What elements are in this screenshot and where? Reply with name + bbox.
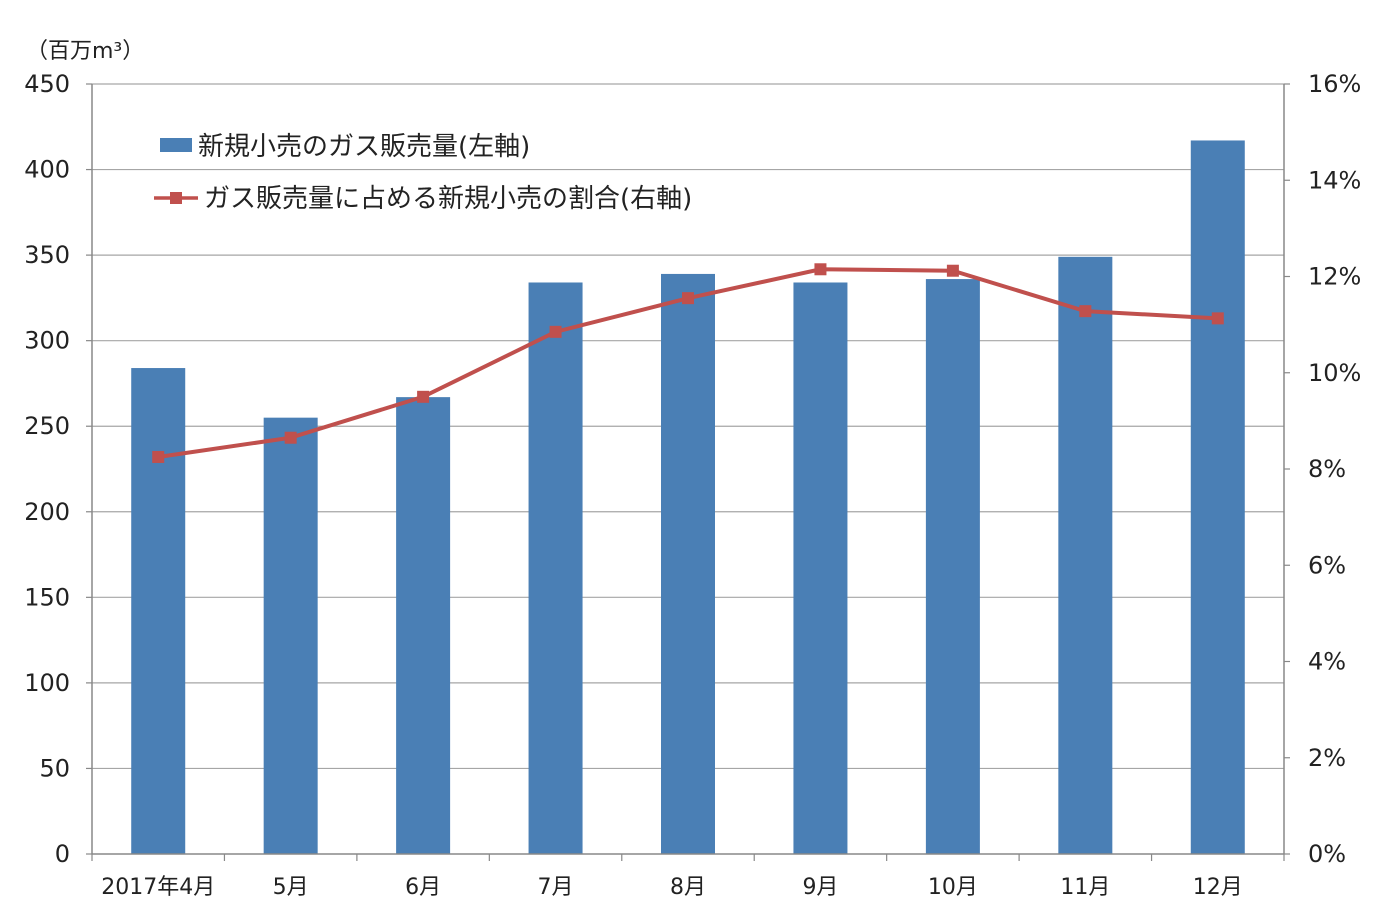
right-tick-label: 14%: [1308, 166, 1361, 194]
ratio-point: [417, 390, 430, 403]
left-axis-ticks: 0 50 100 150 200 250 300 350 400 450: [24, 70, 70, 868]
x-tick-label: 12月: [1193, 875, 1243, 900]
x-tick-label: 2017年4月: [101, 875, 215, 900]
x-tick-label: 10月: [928, 875, 978, 900]
ratio-line: [152, 263, 1224, 463]
ratio-point: [284, 431, 297, 444]
left-tick-label: 300: [24, 327, 70, 355]
bar: [793, 282, 848, 854]
x-tick-label: 6月: [405, 875, 441, 900]
bar: [1058, 256, 1113, 854]
legend-bar-label: 新規小売のガス販売量(左軸): [198, 132, 530, 162]
left-tick-label: 200: [24, 498, 70, 526]
ratio-point: [152, 450, 165, 463]
ratio-point: [946, 264, 959, 277]
left-tick-label: 350: [24, 241, 70, 269]
x-tick-label: 9月: [802, 875, 838, 900]
x-axis-ticks: 2017年4月 5月 6月 7月 8月 9月 10月 11月 12月: [101, 875, 1243, 900]
right-tick-label: 2%: [1308, 744, 1346, 772]
x-tick-label: 5月: [273, 875, 309, 900]
left-tick-label: 400: [24, 156, 70, 184]
axes: [86, 83, 1290, 861]
ratio-point: [1211, 312, 1224, 325]
right-tick-label: 10%: [1308, 359, 1361, 387]
x-tick-label: 7月: [538, 875, 574, 900]
right-axis-ticks: 0% 2% 4% 6% 8% 10% 12% 14% 16%: [1308, 70, 1361, 868]
left-tick-label: 450: [24, 70, 70, 98]
bar: [528, 282, 583, 854]
legend: 新規小売のガス販売量(左軸) ガス販売量に占める新規小売の割合(右軸): [154, 132, 692, 214]
left-tick-label: 150: [24, 583, 70, 611]
bar: [396, 397, 451, 854]
bar: [263, 417, 318, 854]
legend-line-marker: [170, 192, 182, 204]
x-tick-label: 8月: [670, 875, 706, 900]
left-axis-unit: （百万m³）: [26, 39, 144, 64]
right-tick-label: 6%: [1308, 551, 1346, 579]
right-tick-label: 0%: [1308, 840, 1346, 868]
ratio-point: [549, 325, 562, 338]
ratio-point: [814, 263, 827, 276]
left-tick-label: 100: [24, 669, 70, 697]
legend-line-label: ガス販売量に占める新規小売の割合(右軸): [204, 184, 692, 214]
left-tick-label: 50: [39, 754, 70, 782]
bar: [661, 273, 715, 854]
legend-bar-swatch: [160, 138, 192, 152]
right-tick-label: 8%: [1308, 455, 1346, 483]
left-tick-label: 250: [24, 412, 70, 440]
bars: [131, 140, 1245, 855]
x-tick-label: 11月: [1060, 875, 1110, 900]
bar: [1190, 140, 1245, 854]
ratio-point: [1079, 305, 1092, 318]
ratio-point: [682, 292, 694, 305]
bar: [925, 279, 980, 855]
bar: [131, 368, 186, 854]
right-tick-label: 4%: [1308, 648, 1346, 676]
left-tick-label: 0: [55, 840, 70, 868]
right-tick-label: 12%: [1308, 263, 1361, 291]
right-tick-label: 16%: [1308, 70, 1361, 98]
